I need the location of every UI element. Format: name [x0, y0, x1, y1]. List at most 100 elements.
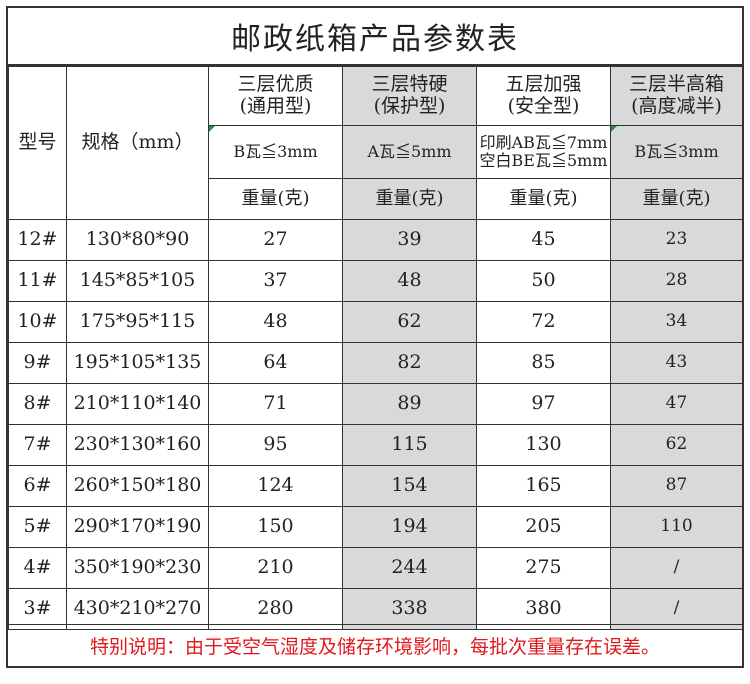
special-note: 特别说明：由于受空气湿度及储存环境影响，每批次重量存在误差。: [8, 624, 742, 666]
model-cell: 7#: [8, 424, 67, 466]
weight-cell-4: 62: [610, 424, 743, 466]
column-name-line2: (高度减半): [631, 95, 722, 117]
weight-cell-4: 47: [610, 383, 743, 425]
weight-cell-3: 97: [476, 383, 611, 425]
weight-cell-2: 89: [342, 383, 477, 425]
weight-cell-3: 205: [476, 506, 611, 548]
weight-label-1: 重量(克): [208, 178, 343, 220]
grade-cell-2: A瓦≦5mm: [342, 125, 477, 179]
weight-cell-3: 85: [476, 342, 611, 384]
weight-cell-2: 62: [342, 301, 477, 343]
weight-label-4: 重量(克): [610, 178, 743, 220]
grade-line1: B瓦≦3mm: [233, 141, 318, 161]
weight-cell-4: 28: [610, 260, 743, 302]
parameter-sheet: 邮政纸箱产品参数表 型号 规格（mm） 三层优质 (通用型) 三层特硬 (保护型…: [6, 6, 744, 668]
weight-cell-4: 87: [610, 465, 743, 507]
column-name-line1: 三层优质: [237, 73, 314, 96]
weight-cell-4: /: [610, 547, 743, 589]
grade-cell-4: B瓦≦3mm: [610, 125, 743, 179]
column-name-line1: 三层特硬: [371, 73, 448, 96]
table-row: 4# 350*190*230 210 244 275/: [8, 547, 743, 589]
spec-cell: 175*95*115: [66, 301, 209, 343]
column-name-line2: (安全型): [507, 95, 580, 117]
column-name-line1: 三层半高箱: [628, 73, 724, 96]
model-cell: 4#: [8, 547, 67, 589]
spec-cell: 430*210*270: [66, 588, 209, 630]
grade-line2: 空白BE瓦≦5mm: [479, 151, 608, 170]
weight-cell-2: 244: [342, 547, 477, 589]
weight-cell-1: 37: [208, 260, 343, 302]
weight-cell-1: 150: [208, 506, 343, 548]
table-row: 9# 195*105*135 64 82 85 43: [8, 342, 743, 384]
weight-cell-4: /: [610, 588, 743, 630]
column-header-1: 三层优质 (通用型): [208, 66, 343, 126]
model-cell: 12#: [8, 219, 67, 261]
column-name-line2: (通用型): [239, 95, 312, 117]
weight-cell-1: 64: [208, 342, 343, 384]
model-cell: 11#: [8, 260, 67, 302]
model-cell: 9#: [8, 342, 67, 384]
weight-cell-2: 82: [342, 342, 477, 384]
table-row: 8# 210*110*140 71 89 97 47: [8, 383, 743, 425]
weight-cell-4: 110: [610, 506, 743, 548]
weight-cell-4: 23: [610, 219, 743, 261]
weight-cell-2: 338: [342, 588, 477, 630]
spec-cell: 195*105*135: [66, 342, 209, 384]
weight-cell-4: 34: [610, 301, 743, 343]
column-header-4: 三层半高箱 (高度减半): [610, 66, 743, 126]
table-row: 6# 260*150*180 124 154 165 87: [8, 465, 743, 507]
weight-label-3: 重量(克): [476, 178, 611, 220]
weight-label-2: 重量(克): [342, 178, 477, 220]
table-row: 10# 175*95*115 48 62 72 34: [8, 301, 743, 343]
weight-cell-1: 27: [208, 219, 343, 261]
weight-cell-3: 165: [476, 465, 611, 507]
table-row: 12# 130*80*90 27 39 45 23: [8, 219, 743, 261]
grade-line1: 印刷AB瓦≦7mm: [479, 132, 608, 152]
weight-cell-1: 71: [208, 383, 343, 425]
weight-cell-3: 45: [476, 219, 611, 261]
weight-cell-1: 210: [208, 547, 343, 589]
parameter-table: 型号 规格（mm） 三层优质 (通用型) 三层特硬 (保护型) 五层加强 (安全…: [8, 66, 743, 630]
column-name-line2: (保护型): [373, 95, 446, 117]
weight-cell-2: 194: [342, 506, 477, 548]
weight-cell-3: 380: [476, 588, 611, 630]
model-cell: 5#: [8, 506, 67, 548]
model-cell: 3#: [8, 588, 67, 630]
spec-cell: 130*80*90: [66, 219, 209, 261]
spec-cell: 145*85*105: [66, 260, 209, 302]
model-header: 型号: [8, 66, 67, 220]
spec-header: 规格（mm）: [66, 66, 209, 220]
column-header-3: 五层加强 (安全型): [476, 66, 611, 126]
weight-cell-3: 130: [476, 424, 611, 466]
table-row: 7# 230*130*160 95 115 130 62: [8, 424, 743, 466]
spec-cell: 260*150*180: [66, 465, 209, 507]
table-row: 3# 430*210*270 280 338 380/: [8, 588, 743, 630]
spec-cell: 210*110*140: [66, 383, 209, 425]
weight-cell-1: 48: [208, 301, 343, 343]
weight-cell-2: 115: [342, 424, 477, 466]
model-cell: 8#: [8, 383, 67, 425]
table-row: 11# 145*85*105 37 48 50 28: [8, 260, 743, 302]
weight-cell-1: 124: [208, 465, 343, 507]
weight-cell-2: 154: [342, 465, 477, 507]
weight-cell-3: 72: [476, 301, 611, 343]
weight-cell-1: 95: [208, 424, 343, 466]
grade-cell-3: 印刷AB瓦≦7mm 空白BE瓦≦5mm: [476, 125, 611, 179]
model-cell: 6#: [8, 465, 67, 507]
weight-cell-3: 50: [476, 260, 611, 302]
weight-cell-2: 48: [342, 260, 477, 302]
weight-cell-4: 43: [610, 342, 743, 384]
column-name-line1: 五层加强: [505, 73, 582, 96]
weight-cell-2: 39: [342, 219, 477, 261]
page-title: 邮政纸箱产品参数表: [8, 8, 742, 66]
column-header-2: 三层特硬 (保护型): [342, 66, 477, 126]
grade-line1: B瓦≦3mm: [634, 141, 719, 161]
spec-cell: 290*170*190: [66, 506, 209, 548]
weight-cell-3: 275: [476, 547, 611, 589]
table-row: 5# 290*170*190 150 194 205 110: [8, 506, 743, 548]
grade-line1: A瓦≦5mm: [367, 141, 452, 161]
model-cell: 10#: [8, 301, 67, 343]
spec-cell: 230*130*160: [66, 424, 209, 466]
spec-cell: 350*190*230: [66, 547, 209, 589]
grade-cell-1: B瓦≦3mm: [208, 125, 343, 179]
